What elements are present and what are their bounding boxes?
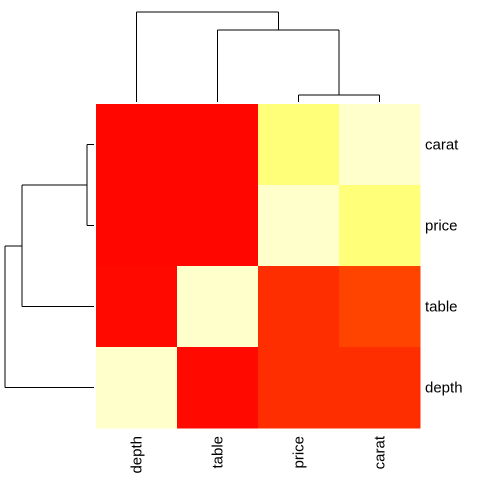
heatmap-cell-carat-carat [339,104,421,186]
heatmap-cell-depth-carat [339,347,421,429]
heatmap-cell-price-carat [339,185,421,267]
heatmap-cell-table-carat [339,266,421,348]
heatmap-cells [96,104,421,429]
heatmap-cell-price-table [177,185,259,267]
heatmap-cell-carat-price [258,104,340,186]
heatmap-cell-carat-table [177,104,259,186]
heatmap-cell-table-depth [96,266,178,348]
column-label-depth: depth [129,436,146,474]
heatmap-cell-carat-depth [96,104,178,186]
heatmap-cell-depth-table [177,347,259,429]
heatmap-cell-depth-depth [96,347,178,429]
column-label-price: price [291,436,308,469]
column-dendrogram [136,11,380,102]
heatmap-cell-price-depth [96,185,178,267]
row-label-depth: depth [425,380,463,397]
row-label-table: table [425,299,458,316]
heatmap-cell-price-price [258,185,340,267]
column-labels: depth table price carat [129,435,389,473]
row-labels: carat price table depth [425,137,463,397]
row-dendrogram [4,144,94,388]
row-label-carat: carat [425,137,459,154]
column-label-carat: carat [372,435,389,469]
heatmap-cell-table-price [258,266,340,348]
heatmap-cell-table-table [177,266,259,348]
row-label-price: price [425,218,458,235]
column-label-table: table [210,436,227,469]
heatmap-cell-depth-price [258,347,340,429]
